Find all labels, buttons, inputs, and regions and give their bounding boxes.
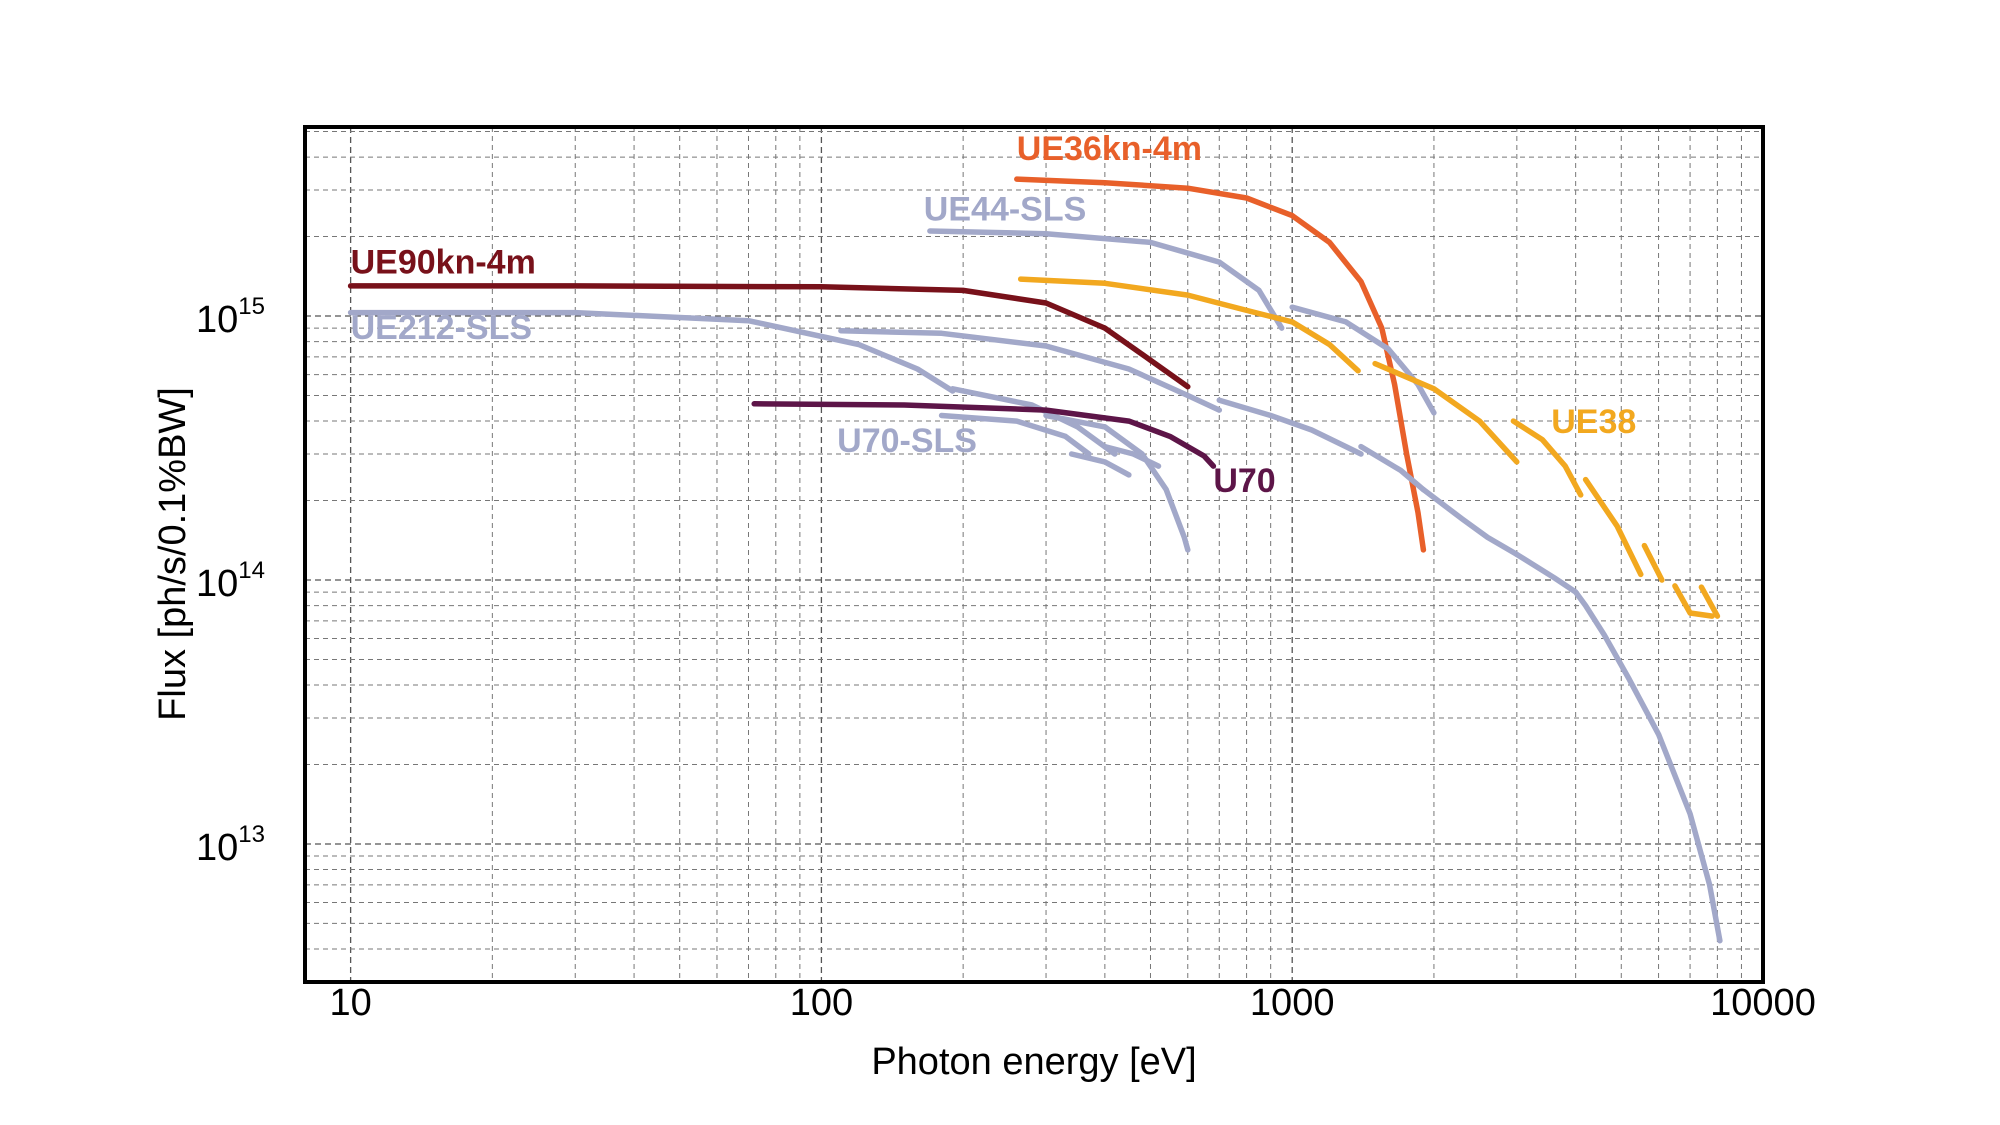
series-line-u70-sls	[1043, 412, 1191, 553]
grid	[305, 127, 1764, 983]
x-tick-label: 100	[790, 982, 853, 1024]
y-tick-label: 1014	[196, 557, 265, 605]
series-label-u70: U70	[1213, 462, 1275, 500]
series-label-ue36kn-4m: UE36kn-4m	[1017, 130, 1202, 168]
series-line-u70	[751, 401, 1217, 469]
series-label-ue44-sls: UE44-SLS	[924, 191, 1086, 229]
series-line-ue38	[1017, 276, 1361, 374]
series-line-ue44-sls	[1289, 304, 1437, 416]
series-line-ue212-sls	[1514, 551, 1723, 944]
x-tick-label: 1000	[1250, 982, 1335, 1024]
y-tick-label: 1013	[196, 821, 265, 869]
series-line-ue212-sls	[1358, 443, 1427, 493]
series-line-ue212-sls	[347, 309, 956, 394]
series-line-ue38	[1698, 584, 1721, 619]
y-axis-title: Flux [ph/s/0.1%BW]	[152, 387, 194, 721]
series-line-ue212-sls	[838, 327, 1223, 413]
series-label-ue90kn-4m: UE90kn-4m	[351, 243, 536, 281]
x-tick-label: 10000	[1710, 982, 1816, 1024]
y-axis-ticks: 1013 1014 1015	[196, 293, 265, 869]
series-line-ue38	[1641, 542, 1665, 583]
series-line-ue212-sls	[1420, 486, 1520, 558]
series-label-u70-sls: U70-SLS	[837, 422, 977, 460]
series-label-ue38: UE38	[1551, 403, 1636, 441]
series-line-ue38	[1372, 360, 1520, 465]
x-axis-title: Photon energy [eV]	[871, 1041, 1196, 1083]
series-label-ue212-sls: UE212-SLS	[351, 309, 532, 347]
series-line-ue38	[1510, 418, 1584, 498]
series-line-ue44-sls	[927, 228, 1285, 331]
series-line-ue90kn-4m	[347, 283, 1191, 390]
y-tick-label: 1015	[196, 293, 265, 341]
series-line-ue212-sls	[1216, 397, 1364, 457]
series-line-ue38	[1672, 583, 1715, 619]
plot-area-frame	[303, 125, 1765, 984]
series-line-ue36kn-4m	[1014, 176, 1427, 553]
series-line-ue38	[1582, 476, 1644, 578]
series-line-u70-sls	[938, 412, 1092, 457]
x-tick-label: 10	[329, 982, 371, 1024]
series-layer	[347, 176, 1723, 944]
series-line-u70-sls	[1068, 451, 1132, 478]
series-labels: UE36kn-4m UE44-SLS UE90kn-4m UE212-SLS UE38 U…	[351, 130, 1637, 500]
x-axis-ticks: 10 100 1000 10000	[329, 982, 1815, 1024]
